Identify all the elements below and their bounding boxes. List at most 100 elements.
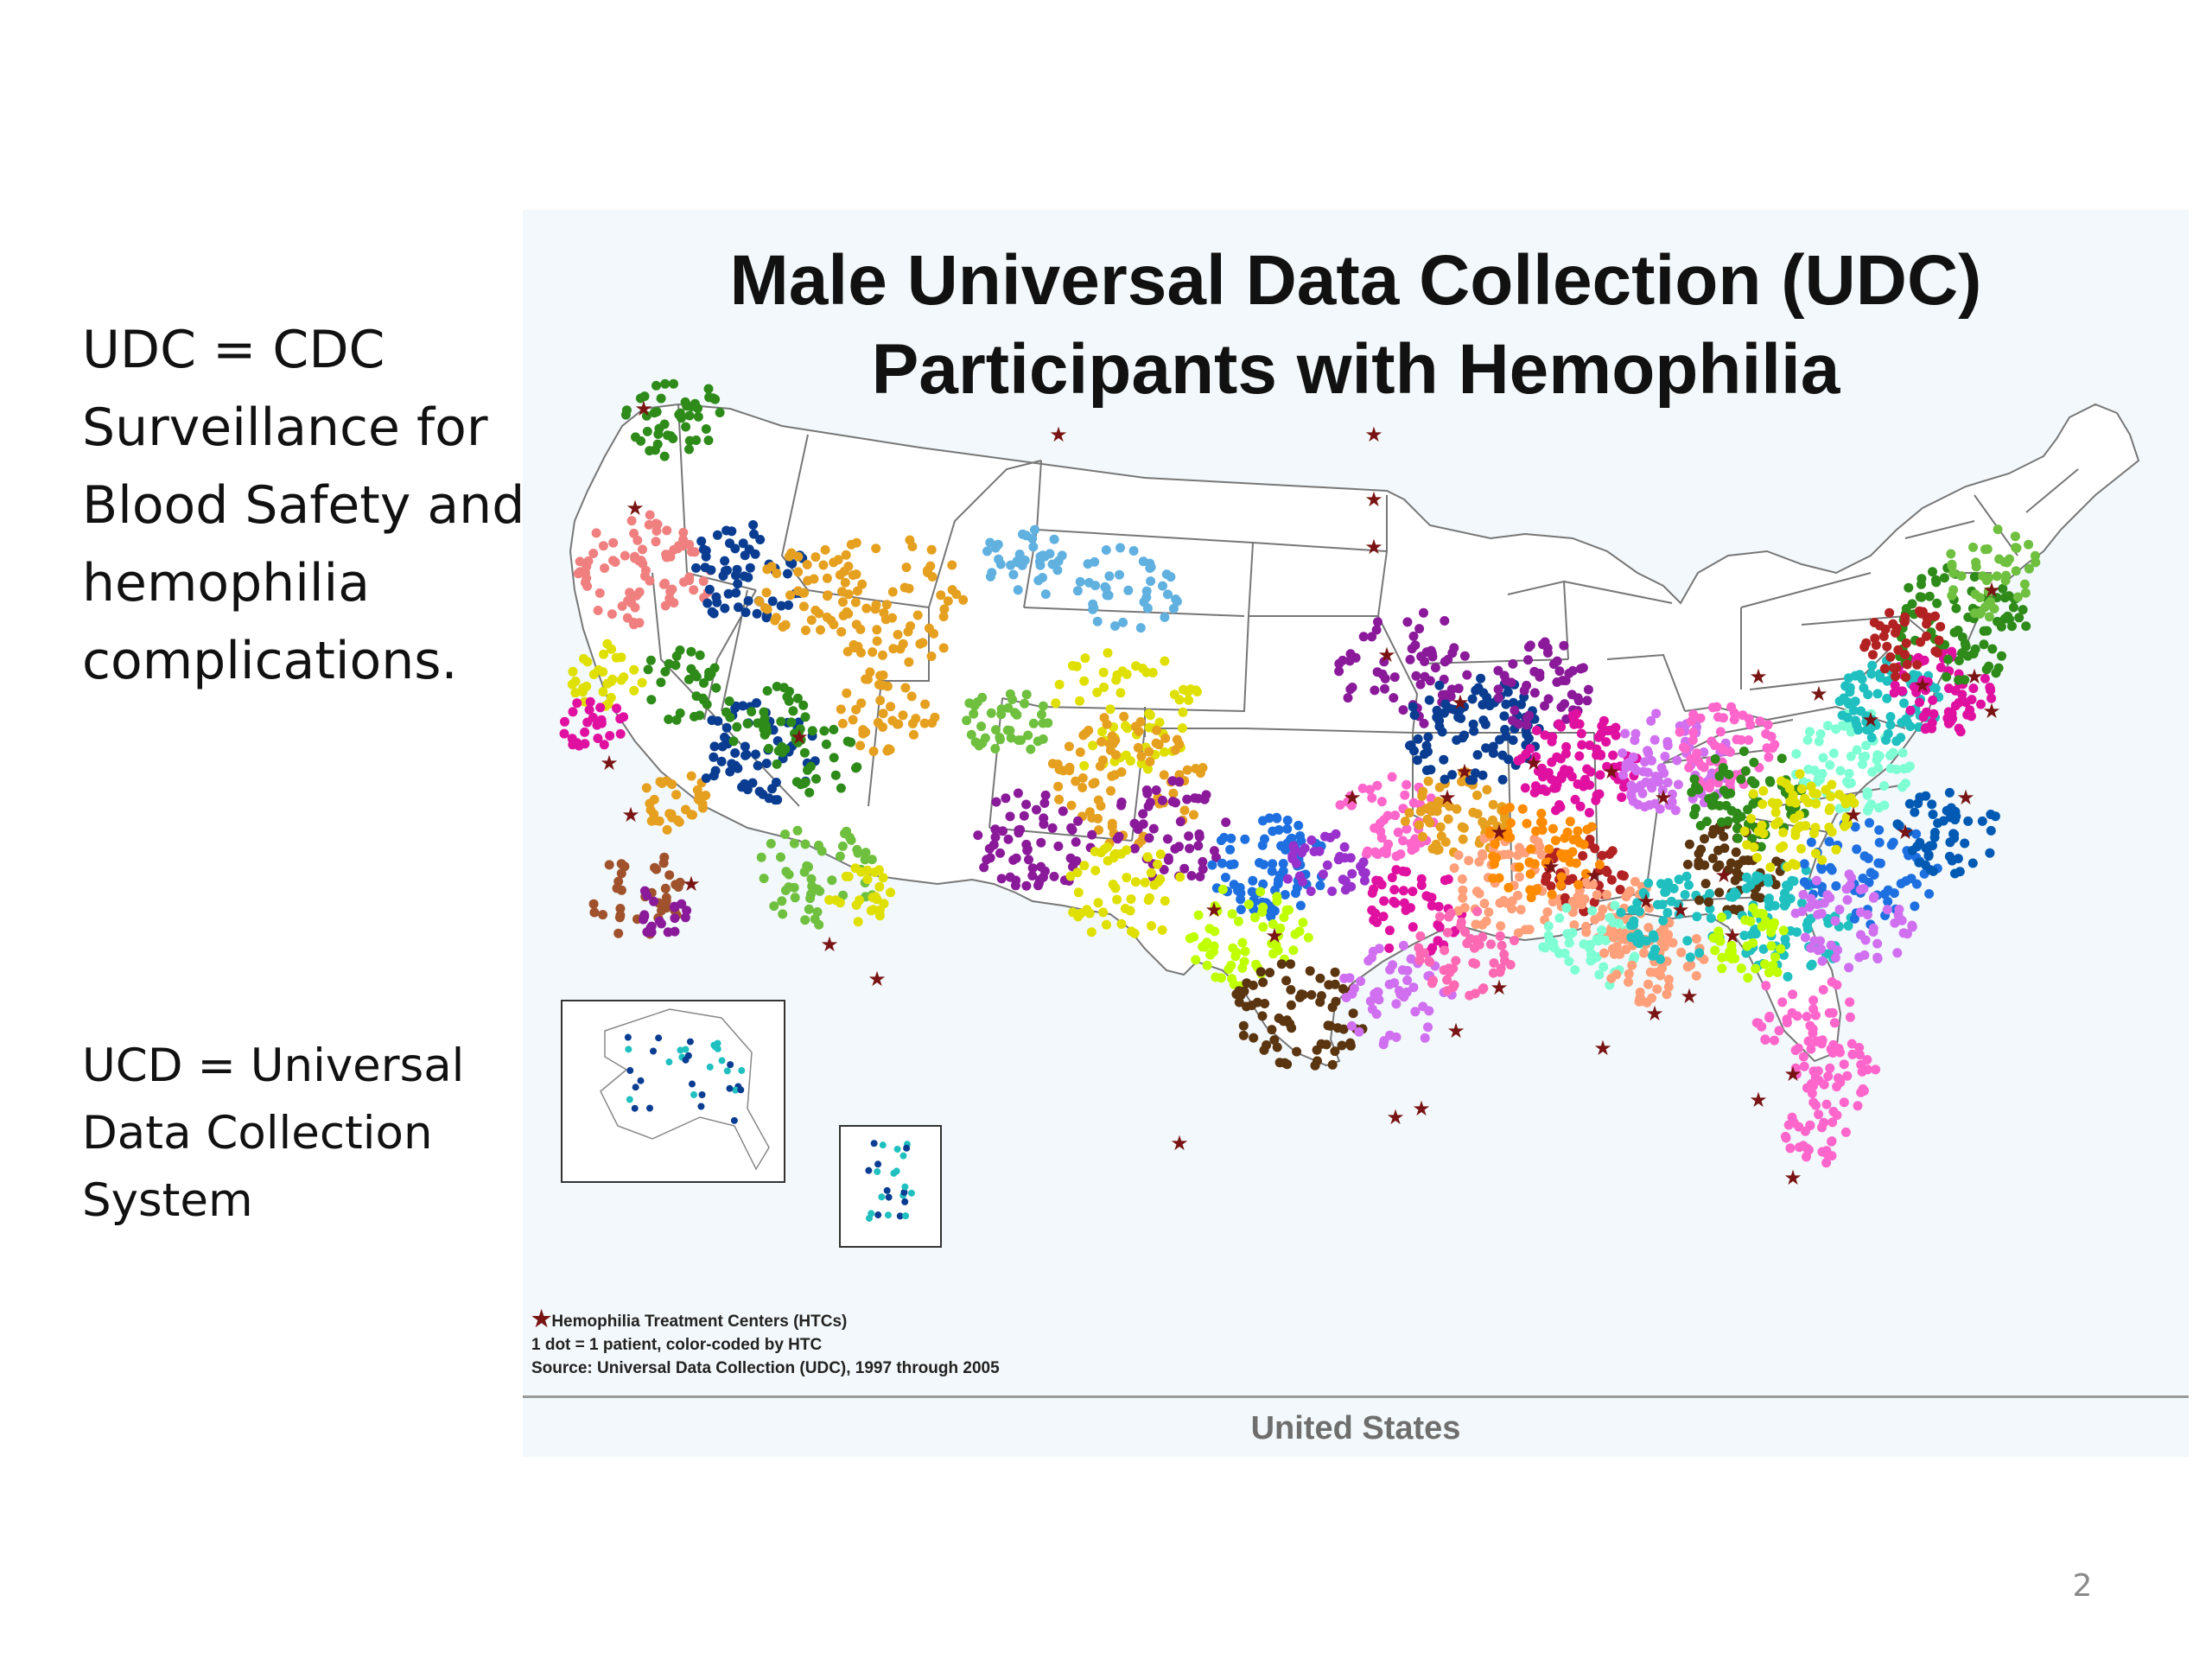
state-border-1 — [686, 572, 757, 591]
patient-dot — [1717, 912, 1727, 922]
patient-dot — [1330, 967, 1340, 977]
patient-dot — [1372, 780, 1382, 791]
patient-dot — [1295, 900, 1306, 911]
patient-dot — [1442, 927, 1452, 938]
patient-dot — [885, 745, 895, 755]
htc-star-icon: ★ — [1896, 820, 1915, 844]
patient-dot — [1092, 687, 1103, 697]
patient-dot — [1424, 1006, 1434, 1016]
patient-dot — [1749, 757, 1759, 767]
patient-dot — [1280, 890, 1290, 899]
patient-dot — [885, 1193, 893, 1201]
patient-dot — [1303, 932, 1313, 943]
patient-dot — [1421, 891, 1432, 901]
patient-dot — [1459, 823, 1469, 833]
patient-dot — [1327, 887, 1338, 896]
patient-dot — [1320, 831, 1330, 842]
patient-dot — [689, 585, 699, 595]
patient-dot — [1378, 1039, 1389, 1050]
patient-dot — [1675, 727, 1685, 737]
us-map: ★★★★★★★★★ ★★★★★★★★ ★★ ★★★★★★★★★★★★★ ★★★★★ ★★★… — [559, 378, 2140, 1248]
patient-dot — [1066, 800, 1077, 810]
patient-dot — [660, 883, 671, 893]
patient-dot — [923, 568, 932, 577]
patient-dot — [1373, 617, 1382, 627]
patient-dot — [1419, 607, 1428, 618]
legend-htc-label: Hemophilia Treatment Centers (HTCs) — [551, 1313, 848, 1331]
patient-dot — [1799, 859, 1809, 869]
patient-dot — [1496, 921, 1506, 931]
patient-dot — [1581, 927, 1592, 938]
patient-dot — [761, 588, 772, 598]
patient-dot — [1408, 631, 1419, 641]
patient-dot — [1389, 693, 1399, 703]
patient-dot — [672, 543, 683, 554]
patient-dot — [646, 927, 657, 938]
state-border-41 — [1766, 705, 1906, 729]
patient-dot — [1449, 980, 1459, 990]
patient-dot — [851, 704, 861, 715]
patient-dot — [1858, 1084, 1868, 1094]
patient-dot — [840, 577, 850, 588]
patient-dot — [1844, 768, 1854, 779]
patient-dot — [690, 1090, 698, 1098]
patient-dot — [1825, 760, 1835, 770]
htc-star-icon: ★ — [1965, 664, 1984, 689]
htc-star-icon: ★ — [1585, 863, 1604, 887]
patient-dot — [694, 791, 704, 801]
htc-star-icon: ★ — [626, 496, 645, 520]
patient-dot — [1472, 790, 1482, 800]
patient-dot — [1237, 938, 1248, 948]
patient-dot — [778, 622, 788, 632]
patient-dot — [629, 685, 639, 696]
patient-dot — [1896, 879, 1906, 889]
patient-dot — [686, 646, 696, 657]
map-title: Male Universal Data Collection (UDC) Par… — [523, 236, 2189, 414]
patient-dot — [667, 584, 677, 594]
patient-dot — [1660, 887, 1670, 898]
patient-dot — [1371, 625, 1382, 635]
patient-dot — [717, 741, 728, 752]
patient-dot — [620, 861, 630, 872]
patient-dot — [1442, 975, 1452, 985]
patient-dot — [1785, 797, 1796, 807]
patient-dot — [1582, 824, 1592, 835]
patient-dot — [1207, 860, 1217, 870]
patient-dot — [1811, 1100, 1821, 1110]
patient-dot — [1100, 582, 1110, 592]
patient-dot — [804, 787, 815, 798]
patient-dot — [1064, 741, 1074, 752]
patient-dot — [656, 677, 666, 688]
patient-dot — [792, 825, 803, 836]
patient-dot — [1217, 858, 1227, 868]
patient-dot — [1167, 776, 1178, 786]
patient-dot — [1499, 805, 1510, 816]
patient-dot — [1163, 853, 1173, 863]
patient-dot — [1469, 726, 1479, 736]
patient-dot — [1154, 876, 1164, 887]
patient-dot — [1821, 785, 1831, 795]
patient-dot — [580, 739, 590, 749]
patient-dot — [1699, 747, 1709, 757]
patient-dot — [1987, 644, 1998, 654]
alaska-inset — [561, 1000, 785, 1183]
patient-dot — [1334, 658, 1344, 669]
patient-dot — [654, 423, 664, 434]
patient-dot — [1339, 842, 1350, 852]
map-title-line1: Male Universal Data Collection (UDC) — [729, 241, 1982, 320]
patient-dot — [1380, 683, 1389, 694]
patient-dot — [798, 700, 809, 710]
patient-dot — [709, 741, 720, 752]
patient-dot — [986, 708, 996, 718]
patient-dot — [878, 670, 888, 680]
patient-dot — [1092, 616, 1103, 626]
patient-dot — [1669, 883, 1679, 893]
patient-dot — [1024, 855, 1033, 865]
patient-dot — [1168, 603, 1179, 613]
patient-dot — [1800, 932, 1810, 943]
state-border-45 — [1904, 520, 1975, 539]
patient-dot — [1790, 830, 1801, 841]
patient-dot — [1795, 1142, 1804, 1153]
patient-dot — [1101, 545, 1111, 555]
patient-dot — [1075, 696, 1084, 706]
